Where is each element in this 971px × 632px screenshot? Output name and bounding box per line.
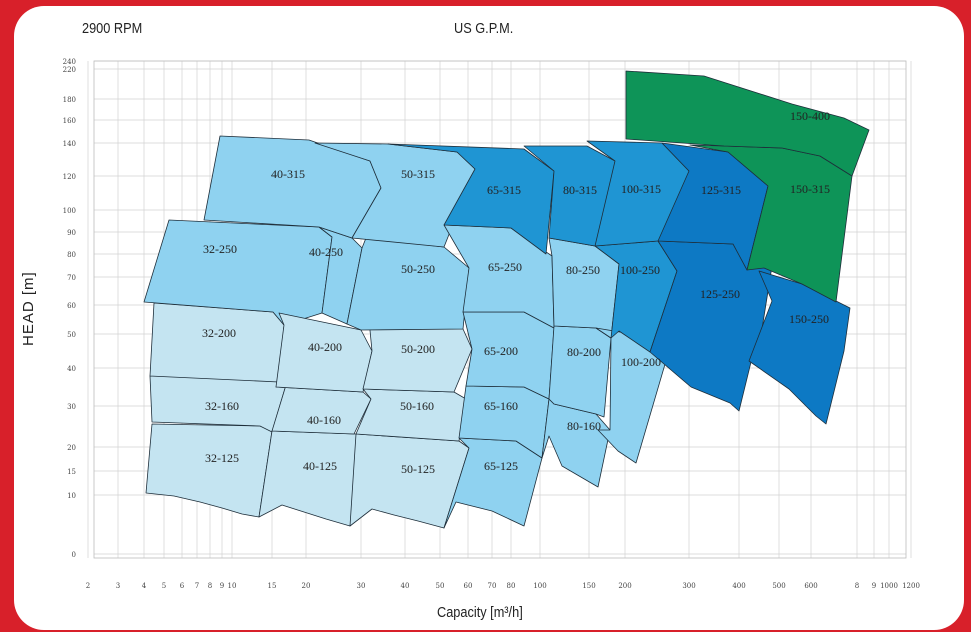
x-tick-label: 70 (488, 582, 497, 590)
y-tick-label: 240 (63, 58, 76, 66)
zone-32-125 (145, 423, 273, 518)
zone-label-65-200: 65-200 (484, 344, 518, 358)
zone-80-200 (548, 325, 612, 418)
plot-frame (93, 60, 907, 559)
zone-label-32-250: 32-250 (203, 242, 237, 256)
y-tick-label: 120 (63, 173, 76, 181)
x-tick-label: 1000 (880, 582, 898, 590)
y-tick-label: 100 (63, 207, 76, 215)
zone-label-50-160: 50-160 (400, 399, 434, 413)
zone-label-65-315: 65-315 (487, 183, 521, 197)
x-tick-label: 10 (228, 582, 237, 590)
x-tick-label: 8 (855, 582, 859, 590)
y-tick-label: 40 (67, 365, 76, 373)
zone-label-32-125: 32-125 (205, 451, 239, 465)
x-tick-label: 7 (195, 582, 199, 590)
zone-label-50-200: 50-200 (401, 342, 435, 356)
zone-label-50-125: 50-125 (401, 462, 435, 476)
y-tick-label: 80 (67, 251, 76, 259)
y-tick-label: 180 (63, 96, 76, 104)
zone-50-125 (349, 433, 470, 529)
zone-label-150-250: 150-250 (789, 312, 829, 326)
x-tick-label: 3 (116, 582, 120, 590)
zone-label-50-250: 50-250 (401, 262, 435, 276)
performance-chart: 2402201801601401201009080706050403020151… (63, 58, 920, 590)
zone-50-160 (355, 388, 467, 442)
zone-label-32-160: 32-160 (205, 399, 239, 413)
zone-label-65-160: 65-160 (484, 399, 518, 413)
x-tick-label: 9 (220, 582, 224, 590)
y-tick-label: 15 (67, 468, 76, 476)
x-tick-label: 80 (507, 582, 516, 590)
zone-label-50-315: 50-315 (401, 167, 435, 181)
x-tick-label: 4 (142, 582, 147, 590)
y-tick-label: 10 (67, 492, 76, 500)
x-tick-label: 5 (162, 582, 166, 590)
x-tick-label: 15 (268, 582, 277, 590)
zone-label-125-315: 125-315 (701, 183, 741, 197)
x-tick-label: 2 (86, 582, 90, 590)
zone-label-80-315: 80-315 (563, 183, 597, 197)
zone-65-315 (387, 143, 555, 255)
x-tick-label: 1200 (902, 582, 920, 590)
zone-150-400 (625, 70, 870, 177)
zone-label-125-250: 125-250 (700, 287, 740, 301)
x-axis-label: Capacity [m³/h] (437, 604, 523, 621)
x-tick-label: 6 (180, 582, 185, 590)
x-tick-label: 20 (302, 582, 311, 590)
x-tick-label: 400 (732, 582, 745, 590)
x-tick-label: 60 (464, 582, 473, 590)
zone-label-100-250: 100-250 (620, 263, 660, 277)
x-tick-label: 9 (872, 582, 876, 590)
zone-label-32-200: 32-200 (202, 326, 236, 340)
zone-label-40-125: 40-125 (303, 459, 337, 473)
x-tick-label: 500 (772, 582, 785, 590)
zone-label-40-200: 40-200 (308, 340, 342, 354)
zone-label-150-400: 150-400 (790, 109, 830, 123)
top-axis-unit-label: US G.P.M. (454, 20, 514, 37)
zone-label-40-250: 40-250 (309, 245, 343, 259)
x-tick-label: 30 (357, 582, 366, 590)
x-tick-label: 100 (533, 582, 546, 590)
zone-label-40-315: 40-315 (271, 167, 305, 181)
zone-label-80-200: 80-200 (567, 345, 601, 359)
zone-label-100-200: 100-200 (621, 355, 661, 369)
zone-80-160 (541, 398, 611, 488)
y-tick-label: 220 (63, 66, 76, 74)
zone-label-40-160: 40-160 (307, 413, 341, 427)
zone-32-200 (149, 302, 285, 383)
y-tick-label: 90 (67, 229, 76, 237)
zone-50-200 (362, 319, 473, 393)
y-tick-label: 0 (72, 551, 76, 559)
x-tick-label: 600 (804, 582, 817, 590)
zone-label-150-315: 150-315 (790, 182, 830, 196)
speed-label: 2900 RPM (82, 20, 143, 37)
y-tick-label: 30 (67, 403, 76, 411)
x-tick-label: 150 (582, 582, 595, 590)
x-tick-label: 300 (682, 582, 695, 590)
zone-50-250 (346, 237, 470, 331)
y-tick-label: 20 (67, 444, 76, 452)
zone-label-65-125: 65-125 (484, 459, 518, 473)
y-tick-label: 160 (63, 117, 76, 125)
y-tick-label: 140 (63, 140, 76, 148)
chart-card: 2900 RPM US G.P.M. HEAD [m] Capacity [m³… (14, 6, 964, 630)
x-tick-label: 200 (618, 582, 631, 590)
x-tick-label: 50 (436, 582, 445, 590)
y-tick-label: 60 (67, 302, 76, 310)
zone-label-80-160: 80-160 (567, 419, 601, 433)
y-tick-label: 50 (67, 331, 76, 339)
y-tick-label: 70 (67, 274, 76, 282)
zone-label-65-250: 65-250 (488, 260, 522, 274)
x-tick-label: 8 (208, 582, 212, 590)
zone-label-100-315: 100-315 (621, 182, 661, 196)
zone-label-80-250: 80-250 (566, 263, 600, 277)
x-tick-label: 40 (401, 582, 410, 590)
